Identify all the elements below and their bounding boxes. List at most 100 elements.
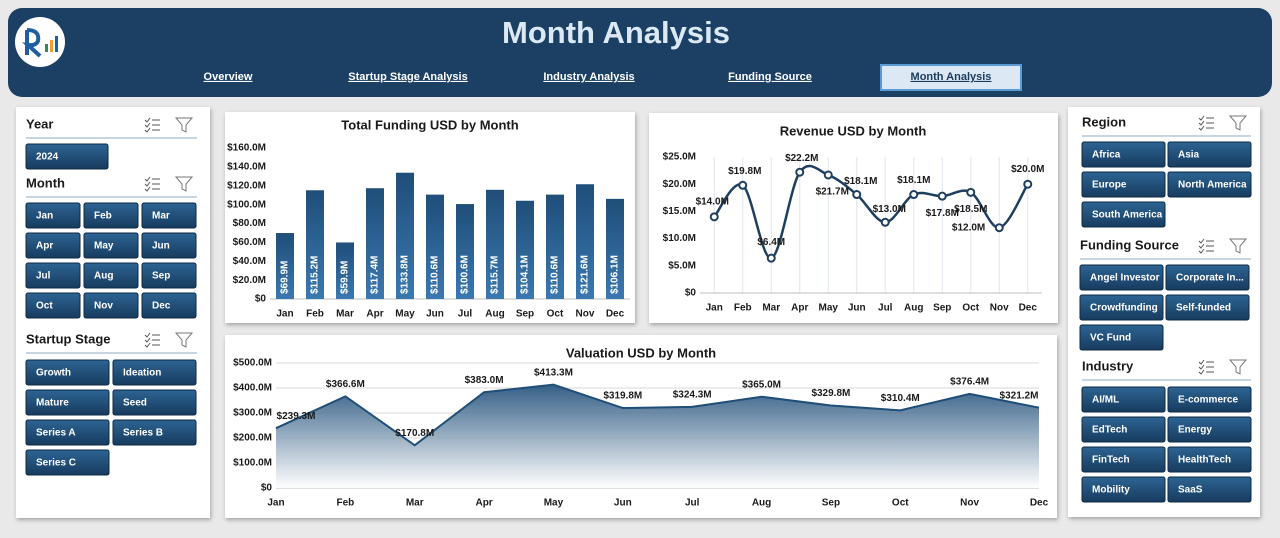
clear-filter-icon[interactable]: [174, 332, 194, 348]
multi-select-icon[interactable]: [144, 332, 160, 348]
button-label[interactable]: Mature: [36, 398, 69, 409]
button-label[interactable]: Growth: [36, 368, 71, 379]
slicer-button[interactable]: Nov: [83, 292, 139, 319]
slicer-button[interactable]: Crowdfunding: [1079, 294, 1164, 321]
slicer-button[interactable]: Asia: [1167, 141, 1252, 168]
slicer-button[interactable]: Mobility: [1081, 476, 1166, 503]
button-label[interactable]: Self-funded: [1176, 303, 1231, 314]
button-label[interactable]: Series B: [123, 428, 163, 439]
button-label[interactable]: Crowdfunding: [1090, 303, 1158, 314]
multi-select-icon[interactable]: [1198, 115, 1214, 131]
slicer-button[interactable]: HealthTech: [1167, 446, 1252, 473]
button-label[interactable]: Series A: [36, 428, 76, 439]
button-label[interactable]: Aug: [94, 271, 113, 282]
marker: [937, 191, 947, 201]
button-label[interactable]: AI/ML: [1092, 395, 1119, 406]
button-label[interactable]: Energy: [1178, 425, 1212, 436]
button-label[interactable]: Mar: [152, 211, 170, 222]
slicer-button[interactable]: North America: [1167, 171, 1252, 198]
slicer-button[interactable]: 2024: [25, 143, 109, 170]
button-label[interactable]: Angel Investor: [1090, 273, 1160, 284]
button-label[interactable]: SaaS: [1178, 485, 1203, 496]
nav-label[interactable]: Funding Source: [728, 71, 812, 83]
slicer-button[interactable]: Aug: [83, 262, 139, 289]
nav-tab[interactable]: Industry Analysis: [543, 71, 634, 83]
slicer-button[interactable]: Europe: [1081, 171, 1166, 198]
slicer-button[interactable]: Series B: [112, 419, 197, 446]
slicer-button[interactable]: Series C: [25, 449, 110, 476]
clear-filter-icon[interactable]: [1228, 115, 1248, 131]
button-label[interactable]: Feb: [94, 211, 112, 222]
multi-select-icon[interactable]: [144, 117, 160, 133]
button-bg: [112, 419, 197, 446]
slicer-button[interactable]: Angel Investor: [1079, 264, 1164, 291]
button-label[interactable]: Series C: [36, 458, 76, 469]
slicer-button[interactable]: Energy: [1167, 416, 1252, 443]
slicer-button[interactable]: Jun: [141, 232, 197, 259]
button-label[interactable]: Jun: [152, 241, 170, 252]
button-label[interactable]: Dec: [152, 301, 171, 312]
slicer-button[interactable]: Feb: [83, 202, 139, 229]
button-label[interactable]: VC Fund: [1090, 333, 1131, 344]
slicer-button[interactable]: Seed: [112, 389, 197, 416]
slicer-button[interactable]: Growth: [25, 359, 110, 386]
button-label[interactable]: May: [94, 241, 114, 252]
slicer-button[interactable]: Self-funded: [1165, 294, 1250, 321]
button-label[interactable]: Africa: [1092, 150, 1121, 161]
button-label[interactable]: Seed: [123, 398, 147, 409]
button-label[interactable]: Corporate In...: [1176, 273, 1244, 284]
button-label[interactable]: Mobility: [1092, 485, 1130, 496]
clear-filter-icon[interactable]: [174, 117, 194, 133]
nav-label[interactable]: Month Analysis: [911, 71, 992, 83]
slicer-button[interactable]: May: [83, 232, 139, 259]
slicer-button[interactable]: VC Fund: [1079, 324, 1164, 351]
slicer-button[interactable]: Jul: [25, 262, 81, 289]
button-label[interactable]: Apr: [36, 241, 53, 252]
slicer-button[interactable]: E-commerce: [1167, 386, 1252, 413]
nav-label[interactable]: Industry Analysis: [543, 71, 634, 83]
button-label[interactable]: Asia: [1178, 150, 1200, 161]
button-label[interactable]: South America: [1092, 210, 1163, 221]
nav-label[interactable]: Overview: [204, 71, 253, 83]
clear-filter-icon[interactable]: [1228, 238, 1248, 254]
slicer-button[interactable]: South America: [1081, 201, 1166, 228]
slicer-button[interactable]: AI/ML: [1081, 386, 1166, 413]
button-label[interactable]: E-commerce: [1178, 395, 1238, 406]
slicer-button[interactable]: Oct: [25, 292, 81, 319]
nav-label[interactable]: Startup Stage Analysis: [348, 71, 467, 83]
button-label[interactable]: EdTech: [1092, 425, 1127, 436]
button-label[interactable]: Jul: [36, 271, 51, 282]
button-label[interactable]: 2024: [36, 152, 59, 163]
slicer-button[interactable]: Mature: [25, 389, 110, 416]
clear-filter-icon[interactable]: [1228, 359, 1248, 375]
multi-select-icon[interactable]: [1198, 238, 1214, 254]
slicer-button[interactable]: Africa: [1081, 141, 1166, 168]
button-label[interactable]: Ideation: [123, 368, 161, 379]
multi-select-icon[interactable]: [1198, 359, 1214, 375]
slicer-button[interactable]: Sep: [141, 262, 197, 289]
slicer-button[interactable]: Mar: [141, 202, 197, 229]
nav-tab[interactable]: Overview: [204, 71, 253, 83]
slicer-button[interactable]: Dec: [141, 292, 197, 319]
slicer-button[interactable]: SaaS: [1167, 476, 1252, 503]
slicer-button[interactable]: FinTech: [1081, 446, 1166, 473]
button-label[interactable]: HealthTech: [1178, 455, 1231, 466]
nav-tab[interactable]: Funding Source: [728, 71, 812, 83]
button-label[interactable]: Jan: [36, 211, 53, 222]
slicer-button[interactable]: Series A: [25, 419, 110, 446]
button-label[interactable]: Oct: [36, 301, 53, 312]
button-label[interactable]: Nov: [94, 301, 113, 312]
button-label[interactable]: Europe: [1092, 180, 1127, 191]
button-label[interactable]: Sep: [152, 271, 170, 282]
slicer-button[interactable]: EdTech: [1081, 416, 1166, 443]
slicer-button[interactable]: Corporate In...: [1165, 264, 1250, 291]
clear-filter-icon[interactable]: [174, 176, 194, 192]
multi-select-icon[interactable]: [144, 176, 160, 192]
button-label[interactable]: FinTech: [1092, 455, 1130, 466]
button-label[interactable]: North America: [1178, 180, 1247, 191]
slicer-button[interactable]: Ideation: [112, 359, 197, 386]
slicer-button[interactable]: Apr: [25, 232, 81, 259]
nav-tab[interactable]: Month Analysis: [880, 64, 1022, 91]
nav-tab[interactable]: Startup Stage Analysis: [348, 71, 467, 83]
slicer-button[interactable]: Jan: [25, 202, 81, 229]
